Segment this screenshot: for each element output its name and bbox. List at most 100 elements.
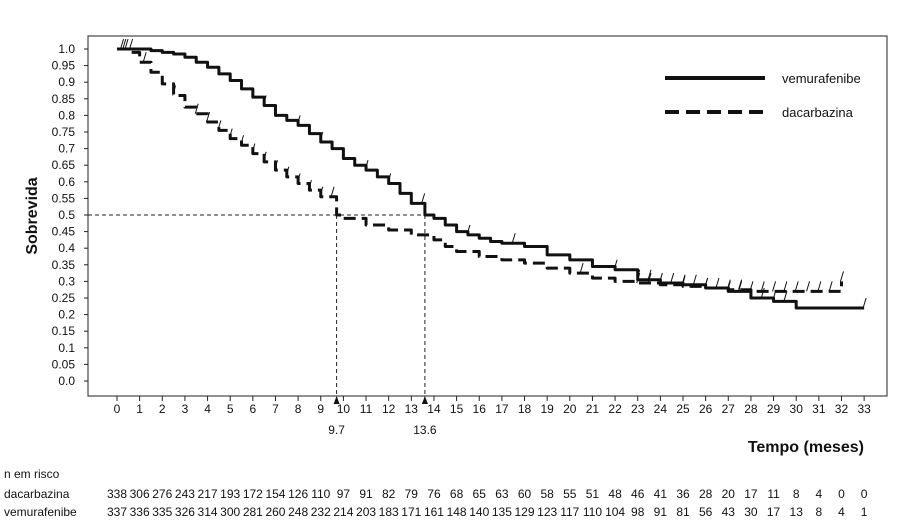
- series-layer: [117, 38, 867, 310]
- y-tick-label: 0.7: [58, 142, 75, 156]
- risk-value-dacarbazina: 79: [405, 487, 419, 501]
- risk-value-dacarbazina: 63: [495, 487, 509, 501]
- risk-value-vemurafenibe: 98: [631, 505, 645, 519]
- x-tick-label: 28: [744, 402, 758, 416]
- x-tick-label: 16: [473, 402, 487, 416]
- censor-mark-dacarbazina: [681, 276, 686, 287]
- censor-mark-vemurafenibe: [692, 274, 697, 285]
- censor-mark-vemurafenibe: [387, 173, 392, 184]
- x-tick-label: 0: [114, 402, 121, 416]
- y-tick-label: 0.45: [52, 225, 76, 239]
- series-line-vemurafenibe: [117, 47, 865, 310]
- x-axis: 0 1 2 3 4 5 6 7 8 9 10 11 12 13 14 15 16 17 18 19 20 21 22 23 24…: [114, 396, 871, 416]
- x-tick-label: 15: [450, 402, 464, 416]
- x-tick-label: 18: [518, 402, 532, 416]
- plot-frame: [87, 35, 888, 397]
- censor-mark-dacarbazina: [319, 186, 324, 197]
- y-tick-label: 1.0: [58, 42, 75, 56]
- y-tick-label: 0.05: [52, 357, 76, 371]
- risk-row-name-vemurafenibe: vemurafenibe: [4, 505, 77, 519]
- risk-value-vemurafenibe: 248: [288, 505, 308, 519]
- risk-value-vemurafenibe: 326: [175, 505, 195, 519]
- x-tick-label: 32: [835, 402, 849, 416]
- risk-value-dacarbazina: 243: [175, 487, 195, 501]
- censor-mark-vemurafenibe: [124, 38, 129, 50]
- x-tick-label: 19: [540, 402, 554, 416]
- risk-value-dacarbazina: 193: [220, 487, 240, 501]
- risk-value-dacarbazina: 51: [586, 487, 600, 501]
- risk-value-vemurafenibe: 110: [583, 505, 602, 519]
- censor-mark-vemurafenibe: [715, 277, 720, 289]
- censor-mark-vemurafenibe: [772, 291, 777, 302]
- risk-value-vemurafenibe: 117: [560, 505, 579, 519]
- median-annotations: 9.7 13.6: [328, 396, 437, 437]
- censor-mark-dacarbazina: [647, 272, 652, 284]
- censor-mark-vemurafenibe: [613, 259, 618, 270]
- censor-mark-dacarbazina: [228, 128, 233, 139]
- y-tick-label: 0.65: [52, 158, 76, 172]
- risk-value-vemurafenibe: 171: [401, 505, 421, 519]
- risk-value-vemurafenibe: 148: [447, 505, 467, 519]
- censor-mark-dacarbazina: [240, 135, 244, 146]
- risk-value-vemurafenibe: 336: [130, 505, 150, 519]
- censor-mark-dacarbazina: [738, 279, 743, 290]
- risk-value-dacarbazina: 48: [608, 487, 622, 501]
- censor-mark-dacarbazina: [817, 281, 822, 292]
- x-tick-label: 1: [136, 402, 143, 416]
- risk-value-vemurafenibe: 129: [515, 505, 535, 519]
- risk-value-vemurafenibe: 43: [722, 505, 736, 519]
- censor-mark-vemurafenibe: [636, 269, 641, 280]
- risk-value-vemurafenibe: 335: [152, 505, 172, 519]
- risk-value-vemurafenibe: 300: [220, 505, 240, 519]
- risk-value-vemurafenibe: 140: [469, 505, 489, 519]
- legend: vemurafenibe dacarbazina: [665, 71, 861, 120]
- censor-mark-dacarbazina: [122, 38, 127, 50]
- legend-label-vemurafenibe: vemurafenibe: [782, 71, 861, 86]
- x-tick-label: 2: [159, 402, 166, 416]
- risk-value-vemurafenibe: 123: [537, 505, 557, 519]
- y-axis-title: Sobrevida: [24, 177, 41, 254]
- x-tick-label: 11: [360, 402, 373, 416]
- risk-table-title: n em risco: [4, 467, 60, 481]
- risk-value-vemurafenibe: 104: [605, 505, 625, 519]
- risk-value-dacarbazina: 65: [473, 487, 487, 501]
- risk-value-dacarbazina: 82: [382, 487, 396, 501]
- risk-value-vemurafenibe: 260: [265, 505, 285, 519]
- risk-value-vemurafenibe: 81: [676, 505, 690, 519]
- censor-mark-dacarbazina: [194, 103, 199, 114]
- risk-value-vemurafenibe: 17: [767, 505, 781, 519]
- risk-value-dacarbazina: 76: [427, 487, 441, 501]
- risk-table: n em risco dacarbazina vemurafenibe 338 3…: [4, 467, 868, 519]
- x-tick-label: 23: [631, 402, 645, 416]
- risk-value-vemurafenibe: 30: [744, 505, 758, 519]
- x-tick-label: 24: [654, 402, 668, 416]
- risk-value-dacarbazina: 68: [450, 487, 464, 501]
- censor-mark-dacarbazina: [840, 271, 844, 282]
- censor-mark-dacarbazina: [206, 111, 211, 123]
- risk-value-dacarbazina: 172: [243, 487, 263, 501]
- y-tick-label: 0.35: [52, 258, 76, 272]
- censor-mark-vemurafenibe: [262, 95, 267, 106]
- y-tick-label: 0.3: [58, 274, 75, 288]
- x-tick-label: 29: [767, 402, 781, 416]
- median-arrow: [421, 396, 428, 404]
- legend-label-dacarbazina: dacarbazina: [782, 105, 854, 120]
- censor-mark-dacarbazina: [262, 151, 267, 163]
- x-tick-label: 10: [337, 402, 351, 416]
- censor-mark-dacarbazina: [142, 52, 147, 63]
- risk-value-vemurafenibe: 8: [815, 505, 822, 519]
- censor-mark-vemurafenibe: [364, 160, 369, 171]
- risk-value-vemurafenibe: 135: [492, 505, 512, 519]
- risk-value-dacarbazina: 306: [130, 487, 150, 501]
- x-tick-label: 33: [857, 402, 871, 416]
- x-tick-label: 17: [495, 402, 509, 416]
- y-tick-label: 0.6: [58, 175, 75, 189]
- x-tick-label: 3: [182, 402, 189, 416]
- risk-value-dacarbazina: 11: [767, 487, 780, 501]
- median-annotation-label: 9.7: [328, 423, 345, 437]
- censor-mark-vemurafenibe: [511, 233, 516, 244]
- risk-value-vemurafenibe: 56: [699, 505, 713, 519]
- censor-mark-dacarbazina: [172, 85, 177, 96]
- risk-value-dacarbazina: 0: [838, 487, 845, 501]
- risk-value-vemurafenibe: 13: [790, 505, 804, 519]
